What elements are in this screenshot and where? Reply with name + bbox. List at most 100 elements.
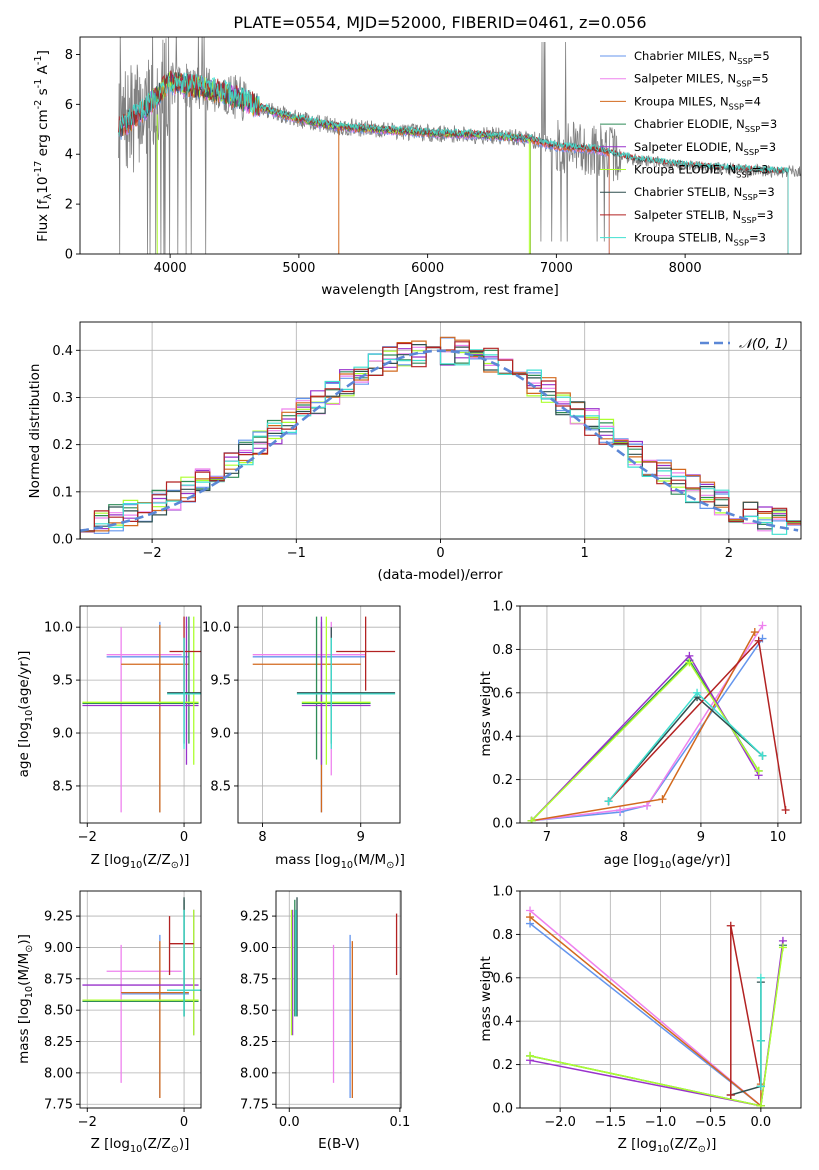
x-tick-label: 7000 — [540, 261, 573, 276]
y-tick-label: 0.4 — [492, 730, 513, 745]
y-tick-label: 0.0 — [52, 533, 73, 548]
legend-label: Salpeter MILES, NSSP=5 — [634, 72, 769, 89]
axes-spectrum: 4000 5000 6000 7000 8000 0 2 4 6 8 — [65, 36, 802, 276]
y-tick-label: 8.50 — [240, 1004, 269, 1019]
series-line — [529, 916, 762, 1108]
x-tick-label: 9 — [697, 830, 705, 845]
y-tick-label: 7.75 — [240, 1098, 269, 1113]
normal-curve — [80, 349, 799, 532]
data-point — [758, 621, 767, 630]
plot-area — [527, 621, 790, 823]
x-tick-label: 8000 — [669, 261, 702, 276]
y-tick-label: 9.00 — [240, 941, 269, 956]
axes-mass-vs-EBV: 0.0 0.1 7.75 8.00 8.25 8.50 8.75 9.00 9.25 — [240, 890, 410, 1130]
series-line — [529, 922, 762, 1107]
axes-weight-vs-age: 7 8 9 10 0.0 0.2 0.4 0.6 0.8 1.0 — [492, 600, 802, 845]
axes-frame — [79, 605, 202, 824]
spectrum-model-line — [118, 72, 789, 254]
x-tick-label: −2.0 — [544, 1115, 576, 1130]
data-point — [756, 1082, 765, 1091]
y-tick-label: 9.25 — [44, 910, 73, 925]
y-tick-label: 2 — [65, 198, 73, 213]
y-tick-label: 0.6 — [492, 971, 513, 986]
plot-area — [252, 616, 396, 813]
y-tick-label: 8.75 — [240, 972, 269, 987]
spectrum-model-line — [144, 73, 531, 254]
x-tick-label: −2 — [78, 1115, 97, 1130]
y-tick-label: 1.0 — [492, 885, 513, 900]
series-line — [529, 945, 784, 1107]
x-axis-label: Z [log10(Z/Z⊙)] — [618, 1136, 717, 1155]
axes-frame — [79, 890, 202, 1109]
series-line — [730, 925, 762, 1095]
histogram-step — [80, 341, 801, 539]
series-line — [529, 947, 784, 1107]
y-tick-label: 0.1 — [52, 485, 73, 500]
grid-lines — [238, 606, 400, 823]
y-tick-label: 10.0 — [44, 621, 73, 636]
y-axis-label: Flux [fλ10-17 erg cm-2 s-1 A-1] — [33, 50, 54, 242]
x-tick-label: −2 — [143, 546, 162, 561]
legend-label: Chabrier MILES, NSSP=5 — [634, 49, 770, 66]
y-axis-label: mass weight — [478, 956, 494, 1041]
x-tick-label: 10 — [770, 830, 787, 845]
y-tick-label: 0.2 — [492, 1058, 513, 1073]
data-point — [527, 816, 536, 823]
x-tick-label: 5000 — [282, 261, 315, 276]
y-tick-label: 9.00 — [44, 941, 73, 956]
x-tick-label: 0 — [180, 830, 188, 845]
axes-mass-vs-Z: −2 0 7.75 8.00 8.25 8.50 8.75 9.00 9.25 — [44, 890, 202, 1130]
y-tick-label: 8.00 — [240, 1066, 269, 1081]
x-tick-label: 7 — [543, 830, 551, 845]
x-tick-label: 6000 — [411, 261, 444, 276]
y-tick-label: 9.5 — [210, 674, 231, 689]
y-tick-label: 6 — [65, 98, 73, 113]
x-axis-label: mass [log10(M/M⊙)] — [275, 852, 405, 871]
y-tick-label: 0.4 — [52, 344, 73, 359]
x-tick-label: 4000 — [154, 261, 187, 276]
x-tick-label: 8 — [258, 830, 266, 845]
data-point — [726, 921, 735, 930]
axes-frame — [237, 605, 401, 824]
y-tick-label: 1.0 — [492, 600, 513, 615]
data-point — [781, 805, 790, 814]
spectrum-model-line — [118, 72, 610, 254]
y-tick-label: 9.0 — [52, 727, 73, 742]
y-tick-label: 0.0 — [492, 1102, 513, 1117]
x-tick-label: 8 — [620, 830, 628, 845]
data-point — [526, 1051, 535, 1060]
x-tick-label: −1 — [287, 546, 306, 561]
data-point — [604, 797, 613, 806]
chart-title: PLATE=0554, MJD=52000, FIBERID=0461, z=0… — [233, 13, 646, 32]
axes-age-vs-mass: 8 9 8.5 9.0 9.5 10.0 — [202, 605, 401, 845]
legend-label: Kroupa MILES, NSSP=4 — [634, 94, 761, 111]
x-tick-label: 1 — [581, 546, 589, 561]
data-point — [778, 943, 787, 952]
y-tick-label: 0.4 — [492, 1015, 513, 1030]
data-point — [616, 805, 625, 814]
series-line — [529, 909, 762, 1107]
y-tick-label: 0 — [65, 248, 73, 263]
y-tick-label: 8.25 — [44, 1035, 73, 1050]
y-axis-label: mass [log10(M/M⊙)] — [16, 934, 35, 1064]
axes-weight-vs-Z: −2.0 −1.5 −1.0 −0.5 0.0 0.0 0.2 0.4 0.6 0.8 1.0 — [492, 885, 802, 1130]
legend-label: Kroupa STELIB, NSSP=3 — [634, 231, 766, 248]
axes-frame — [79, 36, 802, 255]
y-tick-label: 8.5 — [52, 779, 73, 794]
y-tick-label: 0.3 — [52, 391, 73, 406]
x-tick-label: −1.5 — [595, 1115, 627, 1130]
data-point — [643, 801, 652, 810]
data-point — [526, 913, 535, 922]
y-tick-label: 0.8 — [492, 928, 513, 943]
data-point — [750, 628, 759, 637]
data-point — [756, 1036, 765, 1045]
series-line — [607, 691, 764, 802]
y-tick-label: 4 — [65, 148, 73, 163]
y-tick-label: 0.6 — [492, 686, 513, 701]
x-axis-label: Z [log10(Z/Z⊙)] — [91, 852, 190, 871]
plot-area — [526, 906, 787, 1108]
plot-area — [290, 897, 398, 1098]
y-tick-label: 0.2 — [492, 773, 513, 788]
y-tick-label: 9.25 — [240, 910, 269, 925]
